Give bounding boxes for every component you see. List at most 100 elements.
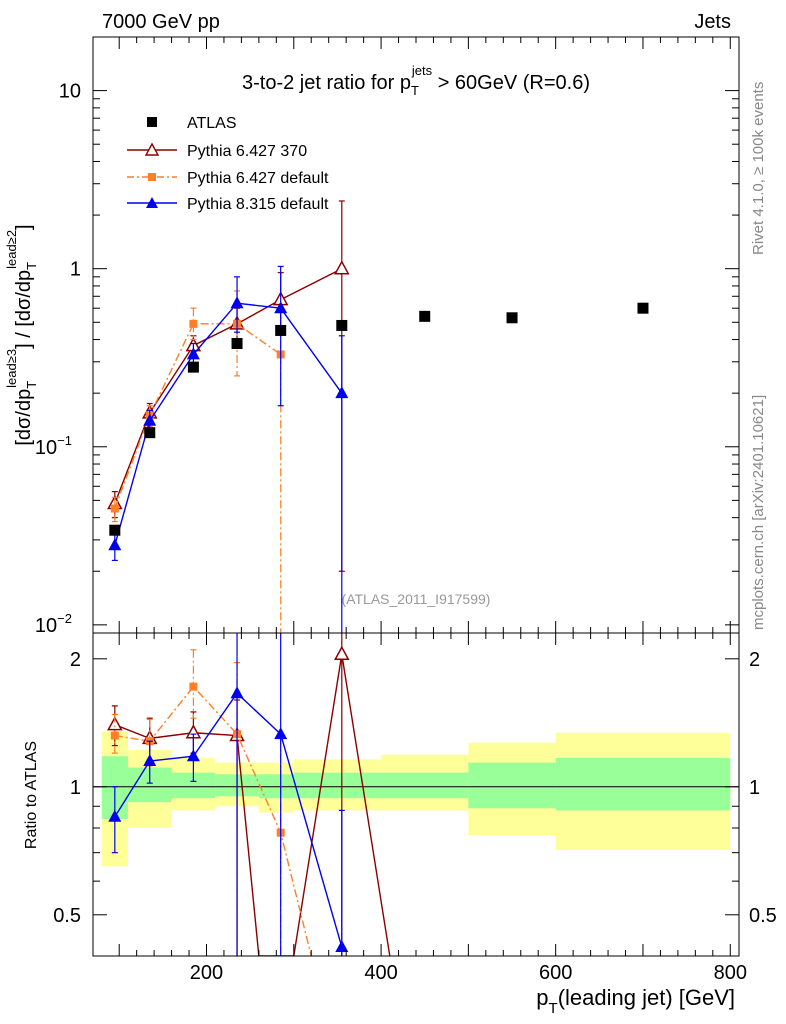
main-title-sup: jets xyxy=(411,63,433,78)
x-tick-label: 600 xyxy=(539,962,572,984)
legend-item-py8: Pythia 8.315 default xyxy=(127,196,329,213)
x-tick-label: 200 xyxy=(190,962,223,984)
legend-item-atlas: ATLAS xyxy=(147,115,237,132)
band-green xyxy=(258,774,294,799)
ratio-point-pythia-8-315-default xyxy=(274,727,288,740)
main-point-atlas xyxy=(231,338,243,350)
ratio-axes: 200 400 600 800 0.5 0.5 1 1 2 2 xyxy=(53,633,777,984)
main-y-tick-label: 1 xyxy=(70,259,81,281)
ratio-y-tick-label-left: 2 xyxy=(70,649,81,671)
ratio-point-pythia-8-315-default xyxy=(186,749,200,762)
ratio-series-group xyxy=(107,633,391,956)
ratio-point-pythia-6-427-default xyxy=(110,731,119,740)
main-data-layer xyxy=(107,200,649,633)
main-line-pythia-8-315-default xyxy=(114,302,343,546)
main-point-atlas xyxy=(109,524,121,536)
main-point-atlas xyxy=(336,319,348,331)
main-title-pre: 3-to-2 jet ratio for p xyxy=(242,72,411,94)
side-note-top: Rivet 4.1.0, ≥ 100k events xyxy=(750,82,767,255)
main-point-atlas xyxy=(275,324,287,336)
main-y-tick-label: 10−2 xyxy=(35,611,72,637)
ratio-y-tick-label-right: 1 xyxy=(749,777,760,799)
main-point-pythia-8-315-default xyxy=(186,347,200,360)
tick-exp: −2 xyxy=(57,611,72,626)
main-point-pythia-8-315-default xyxy=(274,301,288,314)
ratio-y-label: Ratio to ATLAS xyxy=(23,741,40,849)
main-y-tick-label: 10−1 xyxy=(35,433,72,459)
ratio-point-pythia-8-315-default xyxy=(143,753,157,766)
x-axis-label: pT(leading jet) [GeV] xyxy=(536,985,735,1017)
tick-base: 1 xyxy=(70,259,81,281)
main-title-post: > 60GeV (R=0.6) xyxy=(432,72,590,94)
header-left: 7000 GeV pp xyxy=(102,11,220,33)
main-point-atlas xyxy=(187,361,199,373)
main-line-pythia-6-427-370 xyxy=(114,268,343,504)
ratio-point-pythia-6-427-370 xyxy=(334,645,350,660)
legend-marker-py6-370 xyxy=(144,142,160,156)
ratio-y-tick-label-right: 0.5 xyxy=(749,905,777,927)
main-point-pythia-8-315-default xyxy=(230,296,244,309)
main-point-atlas xyxy=(637,302,649,314)
main-point-pythia-6-427-default xyxy=(189,319,198,328)
tick-base: 10 xyxy=(59,81,81,103)
ylabel-mid: ] / [dσ/dp xyxy=(13,270,35,349)
main-line-pythia-6-427-default xyxy=(114,323,282,509)
ylabel-a-sup: lead≥3 xyxy=(4,349,19,388)
legend-label-py8: Pythia 8.315 default xyxy=(187,196,329,213)
main-point-atlas xyxy=(419,310,431,322)
ratio-data-layer xyxy=(93,633,739,956)
main-title: 3-to-2 jet ratio for pTjets > 60GeV (R=0… xyxy=(242,63,590,98)
main-point-pythia-8-315-default xyxy=(143,413,157,426)
ratio-plot-panel: 200 400 600 800 0.5 0.5 1 1 2 2 Ratio to ATLAS pT… xyxy=(23,632,777,1017)
ratio-point-pythia-6-427-370 xyxy=(107,716,123,731)
band-green xyxy=(555,757,731,811)
band-green xyxy=(293,772,382,799)
xlabel-sub: T xyxy=(549,1000,558,1017)
ylabel-a: [dσ/dp xyxy=(13,389,35,446)
ratio-line-pythia-8-315-default xyxy=(114,692,343,948)
ratio-point-pythia-8-315-default xyxy=(335,939,349,952)
xlabel-post: (leading jet) [GeV] xyxy=(558,985,735,1010)
legend-label-py6-370: Pythia 6.427 370 xyxy=(187,143,307,160)
tick-base: 10 xyxy=(35,615,57,637)
legend-marker-py6-default xyxy=(148,173,156,181)
ratio-y-tick-label-left: 0.5 xyxy=(53,905,81,927)
side-note-bottom: mcplots.cern.ch [arXiv:2401.10621] xyxy=(750,395,767,630)
x-tick-label: 800 xyxy=(714,962,747,984)
main-y-tick-label: 10 xyxy=(59,81,81,103)
legend-item-py6-370: Pythia 6.427 370 xyxy=(127,142,307,160)
main-title-sub: T xyxy=(411,83,419,98)
legend-marker-atlas xyxy=(147,117,157,127)
ratio-point-pythia-8-315-default xyxy=(230,686,244,699)
main-point-atlas xyxy=(506,312,518,324)
main-y-label: [dσ/dpTlead≥3] / [dσ/dpTlead≥2] xyxy=(4,224,39,445)
ylabel-end: ] xyxy=(13,224,35,230)
legend: ATLAS Pythia 6.427 370 Pythia 6.427 defa… xyxy=(127,115,329,213)
ratio-y-tick-label-left: 1 xyxy=(70,777,81,799)
x-tick-label: 400 xyxy=(364,962,397,984)
tick-base: 10 xyxy=(35,437,57,459)
legend-marker-py8 xyxy=(146,197,158,208)
main-point-atlas xyxy=(144,427,156,439)
xlabel-pre: p xyxy=(536,985,548,1010)
ratio-frame xyxy=(92,632,740,957)
ylabel-a-sub: T xyxy=(24,381,39,389)
main-point-pythia-6-427-default xyxy=(110,504,119,513)
ylabel-b-sup: lead≥2 xyxy=(4,230,19,269)
ratio-point-pythia-6-427-default xyxy=(189,682,198,691)
legend-label-atlas: ATLAS xyxy=(187,115,237,132)
ratio-line-pythia-6-427-370 xyxy=(114,654,391,956)
main-point-pythia-8-315-default xyxy=(335,386,349,399)
ratio-point-pythia-8-315-default xyxy=(108,809,122,822)
header-right: Jets xyxy=(694,11,731,33)
tick-exp: −1 xyxy=(57,433,72,448)
main-point-pythia-6-427-370 xyxy=(334,260,350,275)
main-point-pythia-8-315-default xyxy=(108,538,122,551)
band-green xyxy=(468,762,556,809)
ylabel-b-sub: T xyxy=(24,262,39,270)
watermark: (ATLAS_2011_I917599) xyxy=(342,591,491,607)
ratio-y-tick-label-right: 2 xyxy=(749,649,760,671)
